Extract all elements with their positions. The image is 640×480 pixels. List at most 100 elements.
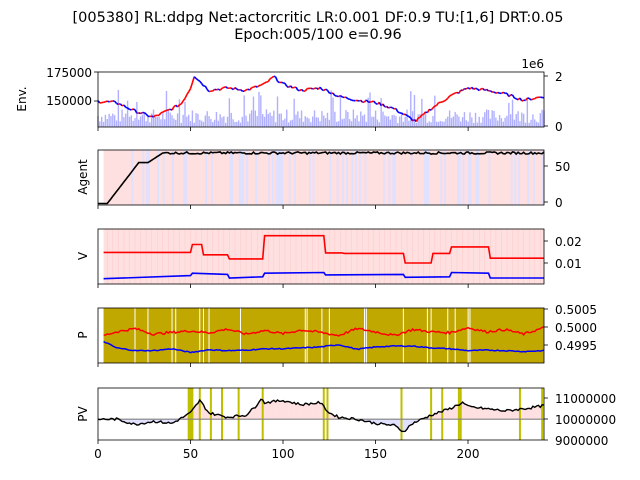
volume-bar bbox=[478, 116, 480, 127]
price-segment bbox=[129, 108, 132, 111]
agent-state-band bbox=[286, 150, 289, 205]
pv-gain-fill bbox=[425, 417, 428, 420]
volume-bar bbox=[539, 113, 541, 127]
agent-state-band bbox=[384, 150, 387, 205]
volume-bar bbox=[287, 122, 290, 127]
volume-bar bbox=[123, 117, 125, 127]
price-segment bbox=[497, 91, 500, 94]
agent-state-band bbox=[320, 150, 323, 205]
volume-bar bbox=[295, 114, 297, 127]
agent-state-band bbox=[347, 150, 350, 205]
price-segment bbox=[116, 102, 119, 106]
agent-state-band bbox=[351, 150, 354, 205]
price-segment bbox=[274, 76, 279, 82]
agent-state-band bbox=[333, 150, 336, 205]
price-segment bbox=[423, 111, 427, 115]
volume-bar bbox=[530, 119, 532, 127]
agent-state-band bbox=[255, 150, 258, 205]
agent-state-band bbox=[316, 150, 319, 205]
volume-bar bbox=[158, 116, 160, 127]
agent-state-band bbox=[416, 150, 419, 205]
volume-bar bbox=[337, 121, 340, 127]
agent-state-band bbox=[329, 150, 332, 205]
pv-loss-fill bbox=[416, 419, 419, 422]
volume-bar bbox=[145, 121, 147, 127]
agent-state-band bbox=[425, 150, 428, 205]
agent-state-band bbox=[203, 150, 206, 205]
pv-gain-fill bbox=[210, 413, 213, 420]
xtick-100: 100 bbox=[272, 440, 294, 461]
agent-state-band bbox=[471, 150, 474, 205]
agent-state-band bbox=[308, 150, 312, 205]
agent-state-band bbox=[299, 150, 302, 205]
pv-gain-fill bbox=[462, 402, 465, 420]
price-segment bbox=[171, 106, 175, 111]
agent-state-band bbox=[488, 150, 491, 205]
volume-bar bbox=[286, 109, 288, 127]
price-segment bbox=[271, 75, 275, 79]
pv-loss-fill bbox=[364, 419, 367, 422]
pv-gain-fill bbox=[529, 408, 532, 420]
pv-gain-fill bbox=[333, 415, 336, 420]
price-segment bbox=[152, 114, 156, 118]
pv-gain-fill bbox=[244, 416, 247, 420]
agent-state-band bbox=[220, 150, 223, 205]
volume-bar bbox=[249, 113, 251, 127]
pv-loss-fill bbox=[135, 419, 138, 425]
pv-loss-fill bbox=[157, 419, 160, 423]
agent-state-band bbox=[229, 150, 232, 205]
pv-loss-fill bbox=[395, 419, 399, 427]
agent-state-band bbox=[297, 150, 301, 205]
price-segment bbox=[502, 91, 506, 94]
volume-bar bbox=[402, 121, 405, 127]
price-segment bbox=[200, 83, 205, 87]
pv-gain-fill bbox=[214, 414, 217, 420]
agent-state-band bbox=[508, 150, 511, 205]
xtick-0: 0 bbox=[94, 440, 102, 461]
agent-state-band bbox=[164, 150, 167, 205]
pv-gain-fill bbox=[503, 411, 506, 420]
agent-state-band bbox=[236, 150, 239, 205]
volume-bar bbox=[445, 118, 447, 127]
agent-state-band bbox=[377, 150, 380, 205]
agent-state-band bbox=[257, 150, 260, 205]
price-segment bbox=[301, 88, 304, 92]
price-segment bbox=[295, 86, 299, 91]
volume-bar bbox=[199, 119, 201, 127]
pv-loss-fill bbox=[159, 419, 162, 422]
pv-gain-fill bbox=[449, 408, 452, 420]
agent-state-band bbox=[484, 150, 487, 205]
agent-state-band bbox=[455, 150, 458, 205]
volume-bar bbox=[495, 117, 497, 127]
pv-plot-area bbox=[97, 388, 545, 440]
v-ytick-0.02: 0.02 bbox=[544, 235, 582, 249]
volume-bar bbox=[328, 119, 331, 127]
agent-state-band bbox=[486, 150, 489, 205]
pv-loss-fill bbox=[144, 419, 147, 424]
pv-gain-fill bbox=[277, 400, 280, 420]
volume-bar bbox=[128, 116, 131, 127]
agent-state-band bbox=[353, 150, 356, 205]
agent-state-band bbox=[184, 150, 188, 205]
volume-bar bbox=[284, 118, 286, 127]
price-segment bbox=[356, 99, 360, 102]
price-segment bbox=[145, 113, 149, 117]
agent-state-band bbox=[264, 150, 267, 205]
agent-state-band bbox=[390, 150, 393, 205]
volume-bar bbox=[348, 119, 351, 127]
p-line-red bbox=[103, 326, 545, 337]
volume-bar bbox=[387, 116, 390, 127]
pv-loss-fill bbox=[146, 419, 149, 423]
agent-state-band bbox=[160, 150, 164, 205]
pv-loss-fill bbox=[371, 419, 374, 423]
pv-loss-fill bbox=[414, 419, 417, 423]
volume-bar bbox=[260, 95, 262, 127]
agent-state-band bbox=[475, 150, 478, 205]
agent-ytick-0: 0 bbox=[544, 196, 563, 210]
agent-state-band bbox=[107, 150, 110, 205]
agent-state-band bbox=[303, 150, 306, 205]
volume-bar bbox=[204, 115, 207, 127]
pv-gain-fill bbox=[221, 416, 225, 420]
volume-bar bbox=[202, 121, 205, 127]
volume-bar bbox=[136, 101, 138, 127]
